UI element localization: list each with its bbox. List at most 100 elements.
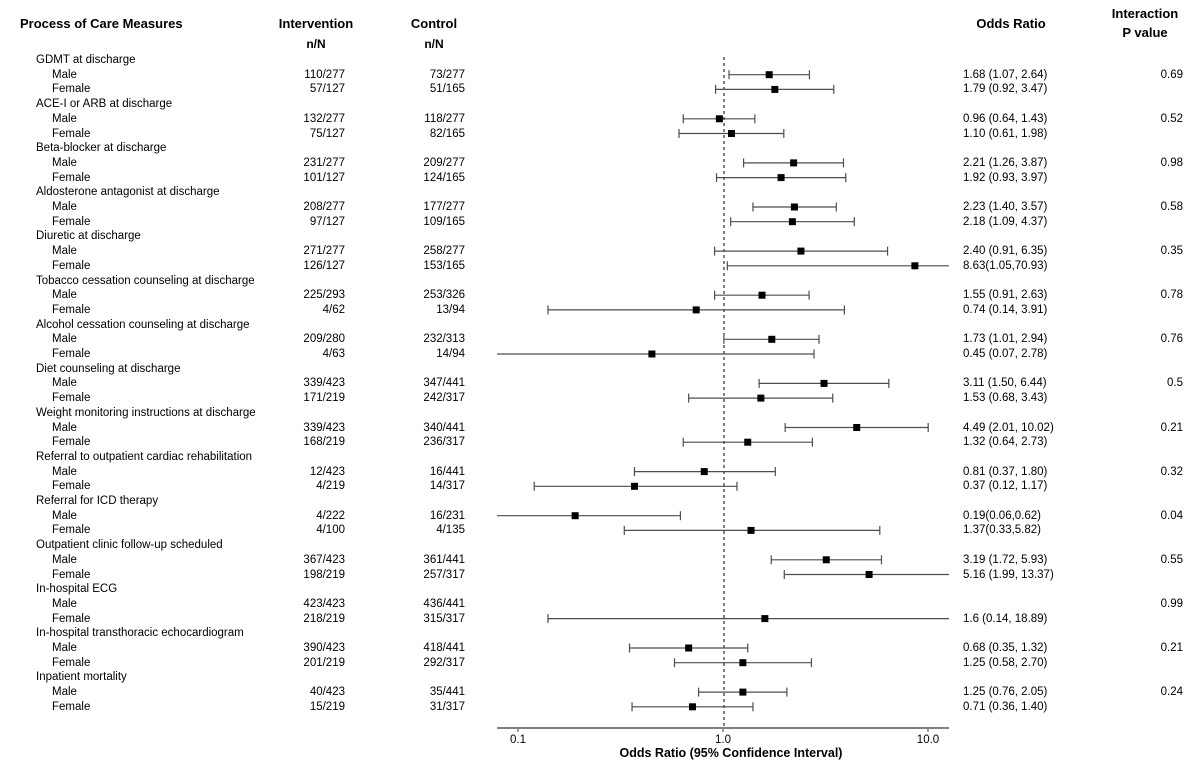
odds-ratio-ci-text: 0.19(0.06,0.62) <box>963 509 1042 522</box>
x-axis-tick-label: 1.0 <box>715 734 731 746</box>
intervention-nN-value: 339/423 <box>303 377 345 390</box>
sex-subgroup-label: Female <box>52 568 91 581</box>
odds-ratio-ci-text: 2.40 (0.91, 6.35) <box>963 245 1048 258</box>
sex-subgroup-label: Female <box>52 171 91 184</box>
intervention-nN-value: 132/277 <box>303 112 345 125</box>
measure-group-label: Tobacco cessation counseling at discharg… <box>36 274 255 287</box>
measure-group-label: Alcohol cessation counseling at discharg… <box>36 318 250 331</box>
odds-ratio-marker <box>758 291 766 299</box>
odds-ratio-marker <box>744 438 752 446</box>
sex-subgroup-label: Male <box>52 156 77 169</box>
odds-ratio-marker <box>630 482 638 490</box>
sex-subgroup-label: Female <box>52 656 91 669</box>
odds-ratio-ci-text: 1.55 (0.91, 2.63) <box>963 289 1048 302</box>
odds-ratio-ci-text: 0.96 (0.64, 1.43) <box>963 112 1048 125</box>
column-header-measures: Process of Care Measures <box>20 16 183 31</box>
sex-subgroup-label: Male <box>52 333 77 346</box>
odds-ratio-marker <box>771 85 779 93</box>
interaction-p-value: 0.32 <box>1160 465 1183 478</box>
sex-subgroup-label: Female <box>52 127 91 140</box>
control-nN-value: 436/441 <box>423 597 465 610</box>
odds-ratio-ci-text: 1.6 (0.14, 18.89) <box>963 612 1048 625</box>
control-nN-value: 177/277 <box>423 201 465 213</box>
measure-group-label: ACE-I or ARB at discharge <box>36 98 173 111</box>
sex-subgroup-label: Female <box>52 700 91 713</box>
intervention-nN-value: 423/423 <box>303 597 345 610</box>
intervention-nN-value: 126/127 <box>303 259 345 272</box>
column-header-intervention: Intervention <box>278 16 354 31</box>
odds-ratio-marker <box>689 703 697 711</box>
measure-group-label: In-hospital transthoracic echocardiogram <box>36 627 244 640</box>
sex-subgroup-label: Female <box>52 215 91 228</box>
measure-group-label: Inpatient mortality <box>36 671 127 684</box>
control-nN-value: 242/317 <box>423 392 465 405</box>
odds-ratio-marker <box>692 306 700 314</box>
odds-ratio-ci-text: 0.81 (0.37, 1.80) <box>963 465 1048 478</box>
odds-ratio-ci-text: 1.37(0.33,5.82) <box>963 524 1042 537</box>
column-header-odds-ratio: Odds Ratio <box>976 16 1046 31</box>
odds-ratio-ci-text: 3.11 (1.50, 6.44) <box>963 377 1047 390</box>
odds-ratio-marker <box>790 159 798 167</box>
intervention-nN-value: 4/222 <box>316 509 345 522</box>
interaction-p-value: 0.24 <box>1160 686 1183 699</box>
x-axis-tick-label: 0.1 <box>510 734 526 746</box>
control-nN-value: 232/313 <box>423 333 465 346</box>
odds-ratio-ci-text: 2.18 (1.09, 4.37) <box>963 215 1048 228</box>
odds-ratio-ci-text: 4.49 (2.01, 10.02) <box>963 421 1054 434</box>
sex-subgroup-label: Male <box>52 509 77 522</box>
measure-group-label: Referral for ICD therapy <box>36 495 159 507</box>
intervention-nN-value: 110/277 <box>304 68 345 81</box>
control-nN-value: 258/277 <box>423 245 465 258</box>
sex-subgroup-label: Male <box>52 245 77 258</box>
measure-group-label: Beta-blocker at discharge <box>36 142 167 155</box>
column-header-control: Control <box>410 16 458 31</box>
odds-ratio-marker <box>727 130 735 137</box>
intervention-nN-value: 198/219 <box>303 568 345 581</box>
sex-subgroup-label: Female <box>52 348 91 360</box>
control-nN-value: 4/135 <box>436 524 465 537</box>
intervention-nN-value: 171/219 <box>303 392 345 405</box>
interaction-p-value: 0.98 <box>1160 156 1183 169</box>
control-nN-value: 209/277 <box>423 156 465 169</box>
sex-subgroup-label: Female <box>52 83 91 96</box>
control-nN-value: 292/317 <box>423 656 465 669</box>
odds-ratio-ci-text: 1.53 (0.68, 3.43) <box>963 392 1048 405</box>
intervention-nN-value: 15/219 <box>309 700 345 713</box>
intervention-nN-value: 40/423 <box>309 686 345 699</box>
intervention-nN-value: 12/423 <box>309 465 345 478</box>
measure-group-label: Aldosterone antagonist at discharge <box>36 186 220 199</box>
sex-subgroup-label: Female <box>52 436 91 449</box>
odds-ratio-ci-text: 3.19 (1.72, 5.93) <box>963 553 1048 566</box>
odds-ratio-ci-text: 0.37 (0.12, 1.17) <box>963 480 1048 493</box>
sex-subgroup-label: Male <box>52 289 77 302</box>
sex-subgroup-label: Male <box>52 465 77 478</box>
odds-ratio-ci-text: 0.74 (0.14, 3.91) <box>963 303 1048 316</box>
odds-ratio-ci-text: 2.21 (1.26, 3.87) <box>963 156 1048 169</box>
intervention-nN-value: 271/277 <box>303 245 345 258</box>
intervention-nN-value: 367/423 <box>303 553 345 566</box>
odds-ratio-ci-text: 0.71 (0.36, 1.40) <box>963 700 1048 713</box>
odds-ratio-ci-text: 1.25 (0.58, 2.70) <box>963 656 1048 669</box>
odds-ratio-marker <box>853 424 861 431</box>
control-nN-value: 16/231 <box>429 509 465 522</box>
odds-ratio-ci-text: 1.79 (0.92, 3.47) <box>963 83 1048 96</box>
odds-ratio-marker <box>685 644 693 652</box>
odds-ratio-marker <box>739 659 747 667</box>
interaction-p-value: 0.99 <box>1160 597 1183 610</box>
control-nN-value: 361/441 <box>423 553 465 566</box>
odds-ratio-marker <box>715 115 723 123</box>
odds-ratio-ci-text: 0.68 (0.35, 1.32) <box>963 642 1048 654</box>
intervention-nN-value: 97/127 <box>309 215 345 228</box>
control-nN-value: 340/441 <box>423 421 465 434</box>
sex-subgroup-label: Female <box>52 303 91 316</box>
intervention-nN-value: 4/62 <box>322 303 345 316</box>
control-nN-value: 347/441 <box>423 377 465 390</box>
intervention-nN-value: 57/127 <box>309 83 345 96</box>
odds-ratio-marker <box>700 468 708 476</box>
control-nN-value: 253/326 <box>423 289 465 302</box>
sex-subgroup-label: Female <box>52 524 91 537</box>
odds-ratio-marker <box>757 394 765 402</box>
intervention-nN-value: 208/277 <box>303 201 345 213</box>
intervention-nN-value: 209/280 <box>303 333 345 346</box>
